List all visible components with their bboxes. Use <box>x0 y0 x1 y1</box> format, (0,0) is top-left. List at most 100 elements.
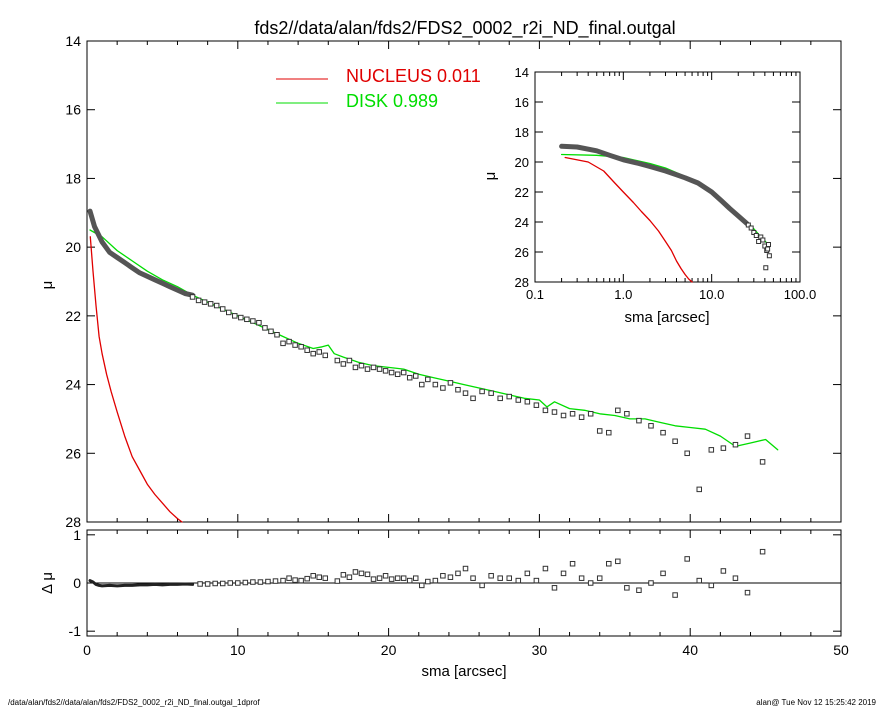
main-series-data-point <box>244 316 250 323</box>
residual-series-residual-points-point <box>419 582 425 589</box>
main-series-data-point <box>388 369 395 376</box>
inset-series-data-point <box>756 239 762 244</box>
residual-series-residual-points-point <box>533 577 540 584</box>
main-series-data-point <box>406 374 413 381</box>
residual-xtick-label: 30 <box>532 642 548 658</box>
main-series-data-point <box>394 371 401 378</box>
main-series-data-point <box>238 314 244 321</box>
main-series-data-point <box>648 423 654 429</box>
inset-ytick-label: 14 <box>515 65 529 80</box>
inset-series-data-point <box>765 246 771 252</box>
residual-series-residual-points-point <box>322 575 329 581</box>
inset-x-axis-label: sma [arcsec] <box>624 309 709 326</box>
main-ytick-label: 18 <box>65 170 81 186</box>
residual-series-residual-points-point <box>235 580 241 586</box>
main-series-data-point <box>470 395 476 402</box>
residual-xtick-label: 20 <box>381 642 397 658</box>
residual-series-residual-points-point <box>696 577 702 584</box>
inset-xtick-label: 0.1 <box>526 287 544 302</box>
main-series-data-point <box>219 306 226 312</box>
residual-series-residual-points-point <box>759 548 766 555</box>
inset-series-profile <box>559 143 750 226</box>
main-series-data-point <box>207 301 214 307</box>
inset-series-data-point <box>745 222 751 228</box>
main-series-data-point <box>382 368 389 374</box>
residual-series-residual-points-point <box>204 581 211 587</box>
main-series-nucleus <box>89 236 183 523</box>
main-series-data-point <box>660 429 666 436</box>
main-series-data-point <box>744 433 751 439</box>
main-series-data-point <box>560 412 567 419</box>
residual-series-residual-points-point <box>292 577 298 583</box>
inset-series-data-point <box>748 225 754 231</box>
inset-plot-frame <box>534 71 801 283</box>
residual-series-residual-points-point <box>388 576 395 582</box>
residual-ytick-label: -1 <box>69 623 82 639</box>
footer-filepath: /data/alan/fds2//data/alan/fds2/FDS2_000… <box>8 698 261 707</box>
residual-series-residual-points-point <box>684 556 690 562</box>
residual-panel: 0 10 20 30 40 50-101 Δ μ sma [arcsec] <box>39 527 849 680</box>
residual-series-residual-points-point <box>257 579 264 585</box>
inset-series-data-point <box>760 237 766 243</box>
main-series-data-point <box>232 313 238 319</box>
residual-series-residual-points-point <box>447 574 454 580</box>
residual-series-residual-points-point <box>265 578 271 585</box>
residual-series-residual-points-point <box>286 575 292 581</box>
residual-series-residual-points-point <box>606 560 612 567</box>
main-series-data-point <box>346 357 353 364</box>
residual-series-residual-points-point <box>197 581 203 587</box>
residual-axes: 0 10 20 30 40 50-101 <box>69 527 849 658</box>
residual-series-residual-points-point <box>732 575 739 581</box>
residual-series-residual-points-point <box>412 575 419 581</box>
residual-series-residual-points-point <box>280 577 286 584</box>
main-series-data-point <box>201 299 208 305</box>
main-series-data-point <box>587 411 594 417</box>
main-series-data-point <box>506 393 512 400</box>
residual-series-residual-points-point <box>316 574 322 580</box>
residual-series-inner-residual <box>88 579 195 588</box>
residual-series-residual-points-point <box>406 577 413 584</box>
residual-series-residual-points-point <box>672 592 678 598</box>
main-legend: NUCLEUS 0.011 DISK 0.989 <box>276 66 481 111</box>
main-series-data-point <box>412 373 419 379</box>
residual-x-axis-label: sma [arcsec] <box>421 663 506 680</box>
main-series-data-point <box>578 414 585 420</box>
main-ytick-label: 20 <box>65 239 81 255</box>
main-panel: 14 16 18 20 22 24 26 28 μ NUCLEUS 0.011 DISK 0.… <box>39 33 842 530</box>
main-series-data-point <box>322 352 329 359</box>
residual-series-residual-points-point <box>462 565 469 572</box>
inset-series-data-point <box>766 253 772 259</box>
residual-series-residual-points-point <box>400 575 407 581</box>
main-series-data-point <box>497 395 503 402</box>
main-series-data-point <box>298 344 304 350</box>
residual-series-residual-points <box>197 548 766 598</box>
inset-ytick-label: 26 <box>515 245 529 260</box>
inset-series-data-point <box>766 242 772 247</box>
residual-xtick-label: 0 <box>83 642 91 658</box>
main-axes: 14 16 18 20 22 24 26 28 <box>65 33 842 530</box>
main-series-data-point <box>440 385 446 391</box>
main-ytick-label: 16 <box>65 102 81 118</box>
residual-series-residual-points-point <box>488 573 494 579</box>
main-series-data-point <box>615 407 621 414</box>
residual-series-residual-points-point <box>242 579 249 586</box>
residual-series-residual-points-point <box>394 575 401 581</box>
residual-series-residual-points-point <box>624 585 630 591</box>
main-series-data-point <box>672 438 678 445</box>
main-series-data-point <box>569 411 576 417</box>
main-series-data-point <box>310 350 316 357</box>
residual-series-residual-points-point <box>542 565 549 572</box>
residual-series <box>88 548 766 598</box>
residual-series-residual-points-point <box>212 580 218 587</box>
main-series-data-point <box>455 386 461 393</box>
main-ytick-label: 14 <box>65 33 81 49</box>
main-series-data-point <box>370 364 377 371</box>
main-series-data-point <box>759 459 766 465</box>
main-series-data-point <box>334 357 341 364</box>
main-series-data-point <box>250 318 256 324</box>
residual-series-residual-points-point <box>298 577 304 584</box>
residual-series-residual-points-point <box>455 570 461 577</box>
residual-series-residual-points-point <box>304 575 310 582</box>
residual-ytick-label: 0 <box>73 575 81 591</box>
main-series-data-point <box>195 297 202 304</box>
